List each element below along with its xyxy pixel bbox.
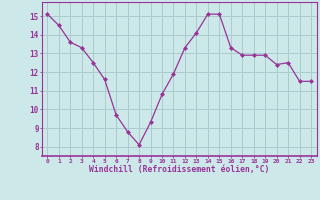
X-axis label: Windchill (Refroidissement éolien,°C): Windchill (Refroidissement éolien,°C): [89, 165, 269, 174]
